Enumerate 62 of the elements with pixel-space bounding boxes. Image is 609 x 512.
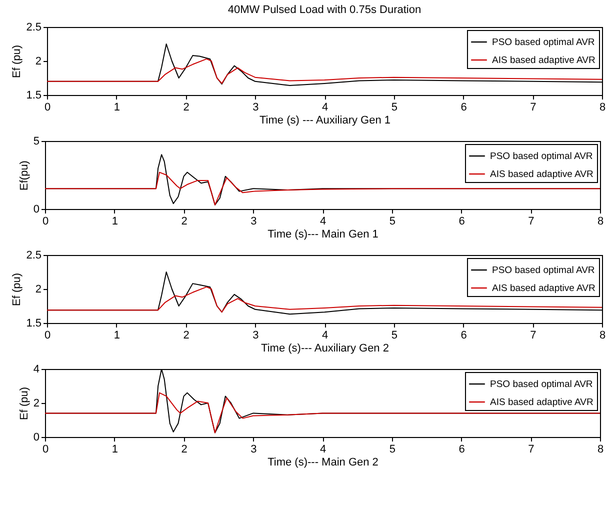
x-tick-label: 5 (391, 102, 398, 114)
x-tick-label: 7 (528, 444, 534, 456)
x-tick-label: 7 (530, 330, 536, 342)
x-tick-label: 3 (252, 102, 259, 114)
x-tick-label: 3 (252, 330, 259, 342)
y-axis-title: Ef (pu) (11, 44, 24, 78)
y-tick-label: 2 (35, 56, 42, 68)
x-tick-label: 4 (320, 216, 326, 228)
x-tick-label: 3 (250, 216, 257, 228)
legend-label: PSO based optimal AVR (492, 265, 595, 276)
y-tick-label: 2 (33, 398, 40, 410)
y-axis-title: Ef(pu) (18, 160, 30, 190)
x-axis-title: Time (s)--- Main Gen 1 (268, 228, 378, 240)
y-tick-label: 1.5 (26, 90, 42, 102)
legend-label: AIS based adaptive AVR (490, 397, 594, 408)
x-tick-label: 1 (112, 216, 118, 228)
x-tick-label: 7 (530, 102, 536, 114)
legend-label: AIS based adaptive AVR (492, 283, 596, 294)
y-tick-label: 0 (33, 204, 40, 216)
y-tick-label: 0 (33, 432, 40, 444)
chart-title: 40MW Pulsed Load with 0.75s Duration (228, 4, 422, 16)
x-tick-label: 3 (250, 444, 257, 456)
y-axis-title: Ef (pu) (18, 386, 30, 420)
legend-label: PSO based optimal AVR (490, 379, 593, 390)
x-tick-label: 2 (183, 102, 190, 114)
x-tick-label: 1 (112, 444, 118, 456)
x-tick-label: 2 (183, 330, 190, 342)
x-tick-label: 7 (528, 216, 534, 228)
y-tick-label: 2.5 (26, 22, 42, 34)
y-axis-title: Ef (pu) (11, 272, 24, 306)
y-tick-label: 4 (33, 364, 40, 376)
x-axis-title: Time (s) --- Auxiliary Gen 1 (259, 114, 391, 126)
y-tick-label: 2 (35, 284, 42, 296)
x-tick-label: 1 (114, 102, 120, 114)
x-axis-title: Time (s)--- Auxiliary Gen 2 (261, 342, 389, 354)
x-tick-label: 0 (44, 102, 51, 114)
legend-label: AIS based adaptive AVR (492, 55, 596, 66)
legend-label: PSO based optimal AVR (492, 37, 595, 48)
x-tick-label: 8 (599, 330, 606, 342)
x-tick-label: 4 (322, 102, 328, 114)
x-tick-label: 6 (458, 216, 465, 228)
x-tick-label: 5 (389, 216, 396, 228)
y-tick-label: 5 (33, 136, 40, 148)
x-tick-label: 6 (458, 444, 465, 456)
y-tick-label: 2.5 (26, 250, 42, 262)
x-tick-label: 5 (389, 444, 396, 456)
legend-label: PSO based optimal AVR (490, 151, 593, 162)
x-tick-label: 6 (460, 102, 467, 114)
x-tick-label: 2 (181, 216, 188, 228)
x-tick-label: 8 (599, 102, 606, 114)
x-tick-label: 1 (114, 330, 120, 342)
x-tick-label: 4 (320, 444, 326, 456)
x-tick-label: 5 (391, 330, 398, 342)
x-tick-label: 8 (597, 216, 604, 228)
y-tick-label: 1.5 (26, 318, 42, 330)
x-axis-title: Time (s)--- Main Gen 2 (268, 456, 378, 468)
x-tick-label: 6 (460, 330, 467, 342)
legend-label: AIS based adaptive AVR (490, 169, 594, 180)
x-tick-label: 8 (597, 444, 604, 456)
x-tick-label: 0 (44, 330, 51, 342)
x-tick-label: 4 (322, 330, 328, 342)
x-tick-label: 2 (181, 444, 188, 456)
